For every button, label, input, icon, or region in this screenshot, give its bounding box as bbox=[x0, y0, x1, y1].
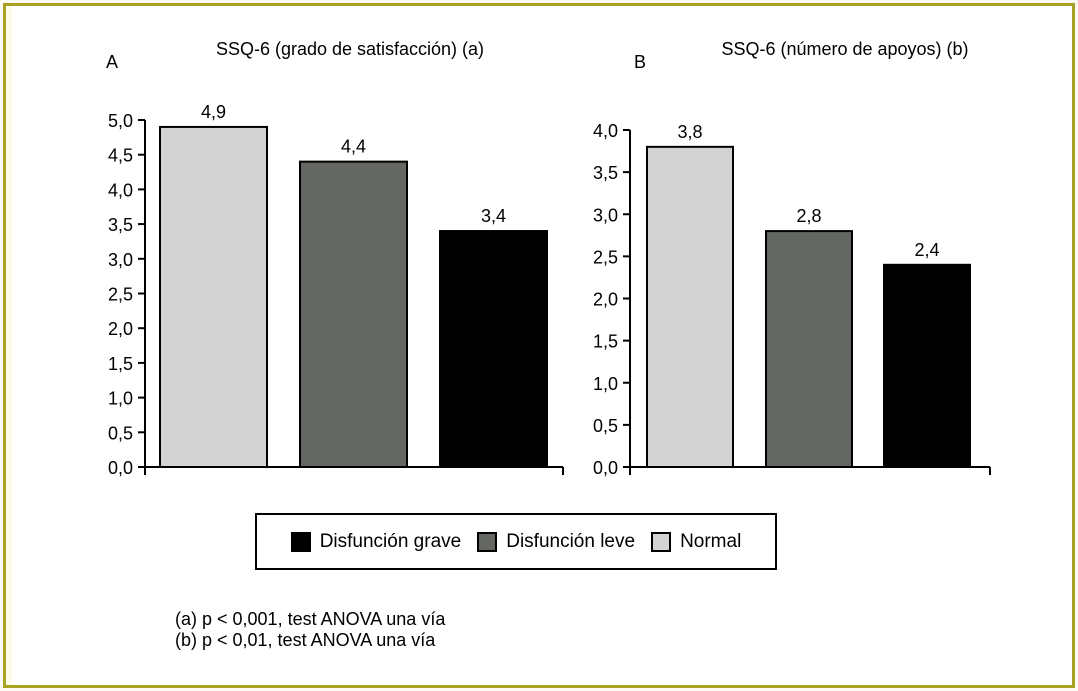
y-tick-label-a-0: 0,0 bbox=[108, 458, 133, 478]
data-label-a-2: 4,4 bbox=[341, 137, 366, 157]
legend-item-disfuncion-grave: Disfunción grave bbox=[290, 530, 462, 553]
figure-frame: 4,9 4,4 3,4 0,0 0,5 1,0 1,5 2,0 2,5 3,0 3,5 4,0 4,5 5… bbox=[3, 3, 1075, 688]
legend-label-normal: Normal bbox=[680, 530, 742, 552]
bar-b-1 bbox=[646, 145, 734, 468]
data-label-b-2: 2,8 bbox=[796, 206, 821, 226]
data-label-a-3: 3,4 bbox=[481, 206, 506, 226]
chart-panel-a: 4,9 4,4 3,4 0,0 0,5 1,0 1,5 2,0 2,5 3,0 3,5 4,0 4,5 5… bbox=[106, 39, 564, 478]
chart-title-a: SSQ-6 (grado de satisfacción) (a) bbox=[216, 39, 484, 59]
footnote-a: (a) p < 0,001, test ANOVA una vía bbox=[175, 609, 446, 629]
legend: Disfunción grave Disfunción leve Normal bbox=[255, 513, 777, 570]
y-tick-label-a-5: 2,5 bbox=[108, 285, 133, 305]
legend-swatch-normal bbox=[651, 531, 672, 552]
y-tick-label-a-8: 4,0 bbox=[108, 180, 133, 200]
y-tick-label-b-7: 3,5 bbox=[593, 163, 618, 183]
chart-area: 4,9 4,4 3,4 0,0 0,5 1,0 1,5 2,0 2,5 3,0 3,5 4,0 4,5 5… bbox=[106, 39, 991, 478]
y-tick-label-b-1: 0,5 bbox=[593, 416, 618, 436]
y-tick-label-b-6: 3,0 bbox=[593, 205, 618, 225]
footnote-b: (b) p < 0,01, test ANOVA una vía bbox=[175, 630, 436, 650]
legend-label-disfuncion-grave: Disfunción grave bbox=[319, 530, 462, 552]
y-tick-label-a-4: 2,0 bbox=[108, 319, 133, 339]
panel-label-b: B bbox=[634, 52, 646, 72]
bar-a-2 bbox=[299, 160, 408, 468]
y-tick-label-b-8: 4,0 bbox=[593, 121, 618, 141]
panel-label-a: A bbox=[106, 52, 118, 72]
legend-swatch-disfuncion-leve bbox=[477, 531, 498, 552]
data-label-b-3: 2,4 bbox=[914, 240, 939, 260]
bar-a-3 bbox=[439, 230, 548, 468]
y-tick-label-a-9: 4,5 bbox=[108, 146, 133, 166]
y-tick-label-b-3: 1,5 bbox=[593, 332, 618, 352]
y-tick-label-a-2: 1,0 bbox=[108, 389, 133, 409]
bar-b-2 bbox=[765, 230, 853, 468]
bar-a-1 bbox=[159, 125, 268, 468]
chart-panel-b: 3,8 2,8 2,4 0,0 0,5 1,0 1,5 2,0 2,5 3,0 3,5 4,0 SSQ-… bbox=[593, 39, 991, 478]
y-tick-label-b-0: 0,0 bbox=[593, 458, 618, 478]
legend-item-disfuncion-leve: Disfunción leve bbox=[477, 531, 635, 553]
y-tick-label-b-5: 2,5 bbox=[593, 247, 618, 267]
y-tick-label-b-2: 1,0 bbox=[593, 374, 618, 394]
data-label-b-1: 3,8 bbox=[677, 122, 702, 142]
y-tick-label-a-7: 3,5 bbox=[108, 215, 133, 235]
legend-swatch-disfuncion-grave bbox=[290, 531, 311, 552]
legend-label-disfuncion-leve: Disfunción leve bbox=[506, 530, 636, 552]
bar-b-3 bbox=[883, 263, 971, 468]
y-tick-label-a-10: 5,0 bbox=[108, 111, 133, 131]
y-tick-label-a-1: 0,5 bbox=[108, 423, 133, 443]
y-tick-label-b-4: 2,0 bbox=[593, 290, 618, 310]
data-label-a-1: 4,9 bbox=[201, 102, 226, 122]
y-tick-label-a-6: 3,0 bbox=[108, 250, 133, 270]
y-tick-label-a-3: 1,5 bbox=[108, 354, 133, 374]
chart-title-b: SSQ-6 (número de apoyos) (b) bbox=[721, 39, 968, 59]
footnotes: (a) p < 0,001, test ANOVA una vía (b) p … bbox=[175, 609, 445, 651]
legend-item-normal: Normal bbox=[651, 531, 741, 553]
